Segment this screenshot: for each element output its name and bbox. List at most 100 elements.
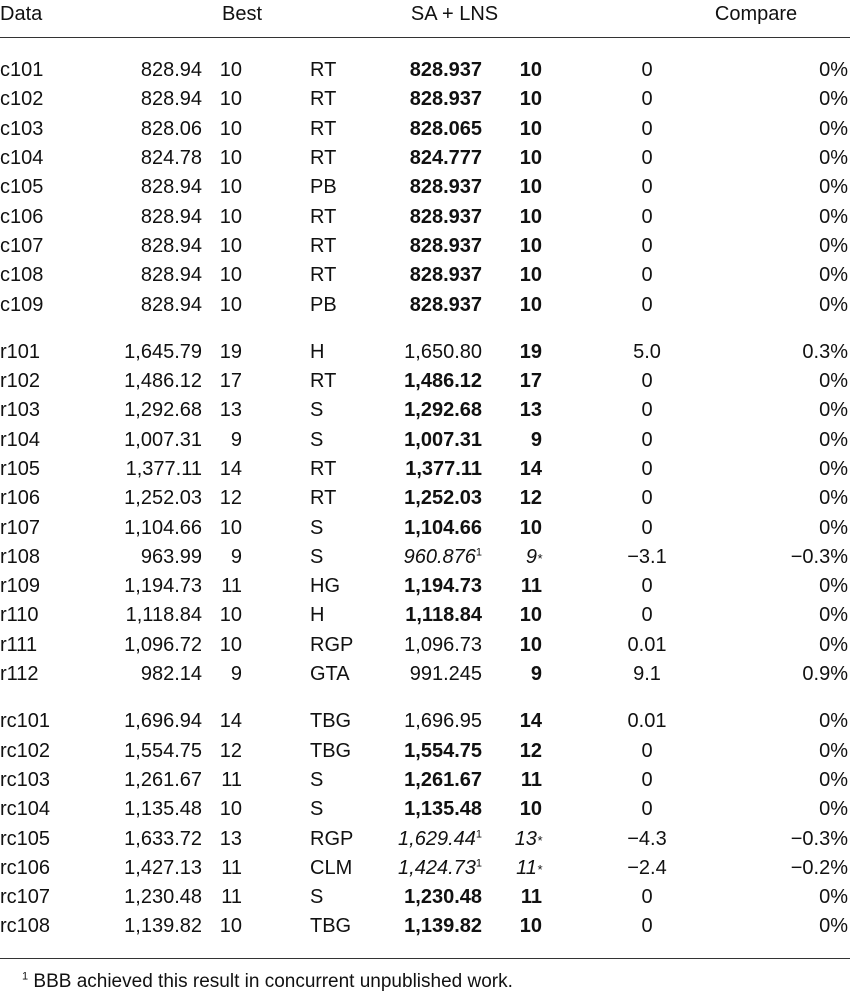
cell-percent: 0% [712,766,850,795]
cell-instance-name: rc101 [0,689,90,736]
cell-sa-vehicles-value: 19 [519,340,542,363]
cell-best-source: RT [262,202,347,231]
cell-best-cost-value: 1,118.84 [125,604,202,627]
cell-best-source: PB [262,173,347,202]
cell-best-cost-value: 1,007.31 [124,428,202,451]
cell-sa-vehicles: 10 [482,232,542,261]
cell-sa-cost-value: 828.065 [409,117,482,140]
cell-sa-vehicles-value: 14 [519,458,542,480]
cell-best-vehicles: 9 [202,660,262,689]
cell-best-cost-value: 828.94 [140,205,202,228]
cell-sa-cost-value: 828.937 [409,234,482,257]
cell-instance-name-value: r106 [0,487,41,510]
cell-sa-cost-value: 828.937 [409,293,482,316]
cell-diff: 5.0 [542,320,712,367]
cell-best-cost: 828.94 [90,290,202,319]
cell-best-vehicles-value: 14 [219,710,242,733]
cell-best-vehicles-value: 10 [219,293,242,316]
cell-diff-value: 0 [641,88,653,111]
cell-diff-value: 0 [641,739,653,762]
cell-best-vehicles: 10 [202,173,262,202]
cell-percent: 0% [712,601,850,630]
table-row: rc101 1,696.94 14 TBG 1,696.95 14 0.01 0% [0,689,850,736]
cell-instance-name-value: c103 [0,117,44,140]
bottom-rule [0,958,850,959]
cell-diff: 9.1 [542,660,712,689]
cell-sa-cost-value: 1,135.48 [404,798,482,821]
cell-instance-name: c104 [0,144,90,173]
cell-best-source-value: CLM [310,856,353,879]
table-row: rc105 1,633.72 13 RGP 1,629.441 13* −4.3 −0.3% [0,824,850,853]
cell-sa-cost-value: 1,424.73 [398,856,476,879]
cell-sa-vehicles-value: 11 [520,768,542,791]
cell-diff: 0 [542,173,712,202]
cell-diff: 0 [542,766,712,795]
table-row: r109 1,194.73 11 HG 1,194.73 11 0 0% [0,572,850,601]
cell-best-vehicles-value: 9 [230,663,242,686]
cell-best-source-value: RT [310,117,337,140]
cell-sa-cost-value: 828.937 [409,176,482,199]
cell-best-cost-value: 1,104.66 [124,516,202,539]
cell-diff-value: 0 [641,176,653,199]
table-row: r105 1,377.11 14 RT 1,377.11 14 0 0% [0,455,850,484]
cell-instance-name-value: c108 [0,264,44,287]
cell-percent-value: 0% [819,370,849,393]
cell-sa-vehicles-value: 10 [519,604,542,627]
cell-instance-name-value: r101 [0,340,41,363]
cell-best-source-value: TBG [310,915,352,938]
cell-percent: 0% [712,689,850,736]
cell-sa-cost-value: 1,261.67 [404,768,482,791]
cell-best-cost: 828.94 [90,261,202,290]
cell-best-source: TBG [262,737,351,766]
cell-diff: 0 [542,513,712,542]
cell-instance-name-value: rc101 [0,710,51,733]
cell-sa-vehicles-value: 10 [519,293,542,316]
cell-diff: −3.1 [542,543,712,572]
cell-best-cost-value: 828.94 [140,234,202,257]
cell-best-cost: 1,194.73 [90,572,202,601]
cell-best-source: S [262,766,347,795]
cell-best-vehicles: 10 [202,115,262,144]
table-row: rc102 1,554.75 12 TBG 1,554.75 12 0 0% [0,737,850,766]
cell-sa-cost: 1,554.75 [347,737,482,766]
cell-best-source: RT [262,115,347,144]
cell-best-cost-value: 824.78 [140,147,202,170]
header-sa-lns: SA + LNS [410,3,499,25]
cell-diff-value: 0 [641,59,653,82]
cell-percent: 0% [712,455,850,484]
cell-sa-cost: 1,377.11 [347,455,482,484]
cell-instance-name-value: rc107 [0,886,51,909]
cell-best-cost: 1,118.84 [90,601,202,630]
cell-sa-cost: 991.245 [347,660,482,689]
cell-best-vehicles: 19 [202,320,262,367]
cell-percent: 0% [712,232,850,261]
cell-sa-vehicles: 10 [482,912,542,941]
cell-instance-name: rc106 [0,854,90,883]
cell-best-vehicles-value: 10 [219,234,242,257]
cell-instance-name-value: r105 [0,458,41,480]
cell-instance-name-value: r111 [0,633,38,656]
cell-instance-name-value: c106 [0,205,44,228]
cell-best-source-value: TBG [310,739,352,762]
cell-best-vehicles-value: 10 [219,117,242,140]
cell-instance-name-value: rc108 [0,915,51,938]
cell-instance-name: r103 [0,396,90,425]
cell-diff-value: 0 [641,370,653,393]
cell-best-cost: 1,292.68 [90,396,202,425]
cell-sa-cost-value: 960.876 [403,545,476,568]
table-row: r106 1,252.03 12 RT 1,252.03 12 0 0% [0,484,850,513]
cell-instance-name-value: r110 [0,604,39,627]
cell-best-cost-value: 1,427.13 [124,856,202,879]
cell-best-cost: 828.94 [90,202,202,231]
cell-diff: 0 [542,601,712,630]
table-row: r104 1,007.31 9 S 1,007.31 9 0 0% [0,426,850,455]
cell-sa-cost-value: 1,194.73 [404,575,482,598]
cell-best-source: H [262,320,347,367]
cell-sa-cost-value: 1,650.80 [404,340,482,363]
cell-diff-value: −3.1 [627,545,667,568]
cell-best-cost-value: 1,194.73 [124,575,202,598]
cell-sa-cost: 1,194.73 [347,572,482,601]
cell-best-vehicles: 10 [202,38,262,86]
cell-sa-vehicles-value: 12 [519,487,542,510]
cell-instance-name: r112 [0,660,90,689]
